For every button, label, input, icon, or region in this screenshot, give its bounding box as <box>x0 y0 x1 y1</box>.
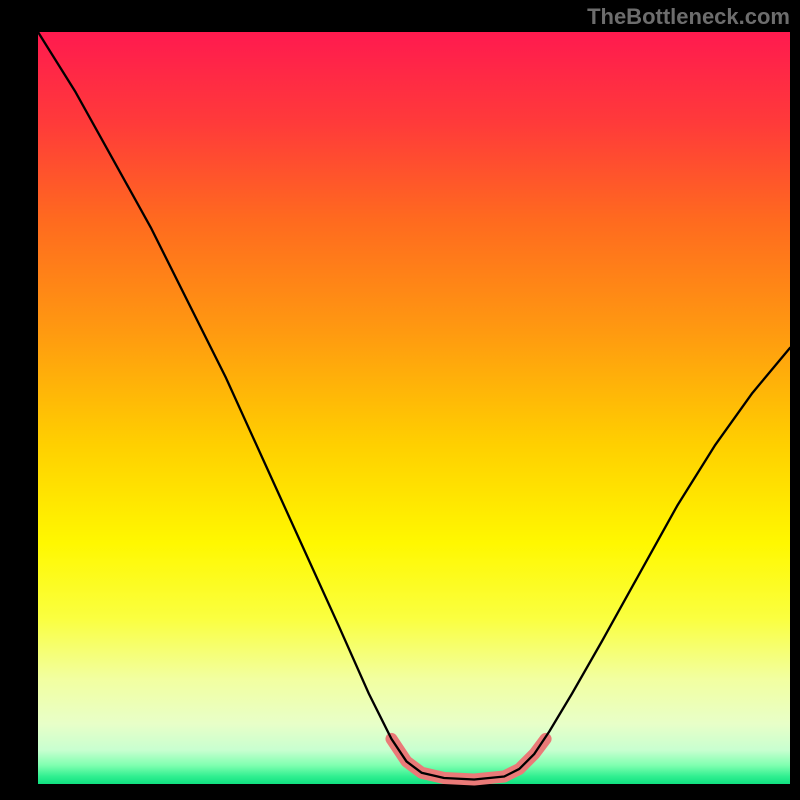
bottleneck-chart <box>0 0 800 800</box>
plot-background <box>38 32 790 784</box>
chart-container: TheBottleneck.com <box>0 0 800 800</box>
watermark-text: TheBottleneck.com <box>587 4 790 30</box>
